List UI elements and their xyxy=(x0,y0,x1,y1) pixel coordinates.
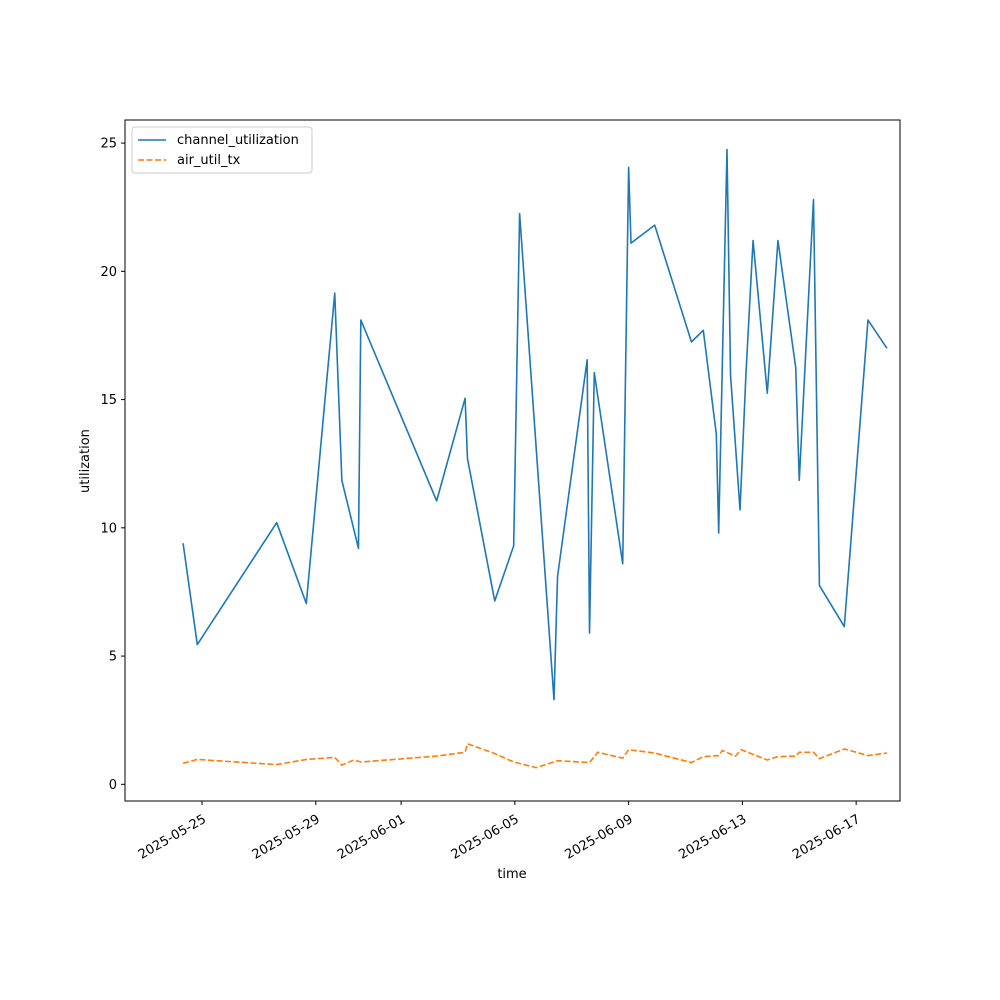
y-tick-label: 5 xyxy=(109,650,117,665)
y-tick-label: 15 xyxy=(100,393,117,408)
plot-lines xyxy=(182,148,888,769)
y-axis: 0 5 10 15 20 25 xyxy=(100,137,125,793)
legend-label-air-util-tx: air_util_tx xyxy=(177,153,241,168)
legend-label-channel-utilization: channel_utilization xyxy=(177,133,299,148)
series-line-channel-utilization xyxy=(182,148,888,701)
x-axis-label: time xyxy=(497,867,526,882)
series-line-air-util-tx xyxy=(182,743,888,769)
plot-frame xyxy=(124,119,901,802)
y-tick-label: 25 xyxy=(100,137,117,152)
y-tick-label: 20 xyxy=(100,265,117,280)
y-axis-label: utilization xyxy=(78,429,93,493)
y-tick-label: 10 xyxy=(100,521,117,536)
legend-box xyxy=(131,126,313,174)
legend: channel_utilization air_util_tx xyxy=(131,126,313,174)
y-tick-label: 0 xyxy=(109,778,117,793)
